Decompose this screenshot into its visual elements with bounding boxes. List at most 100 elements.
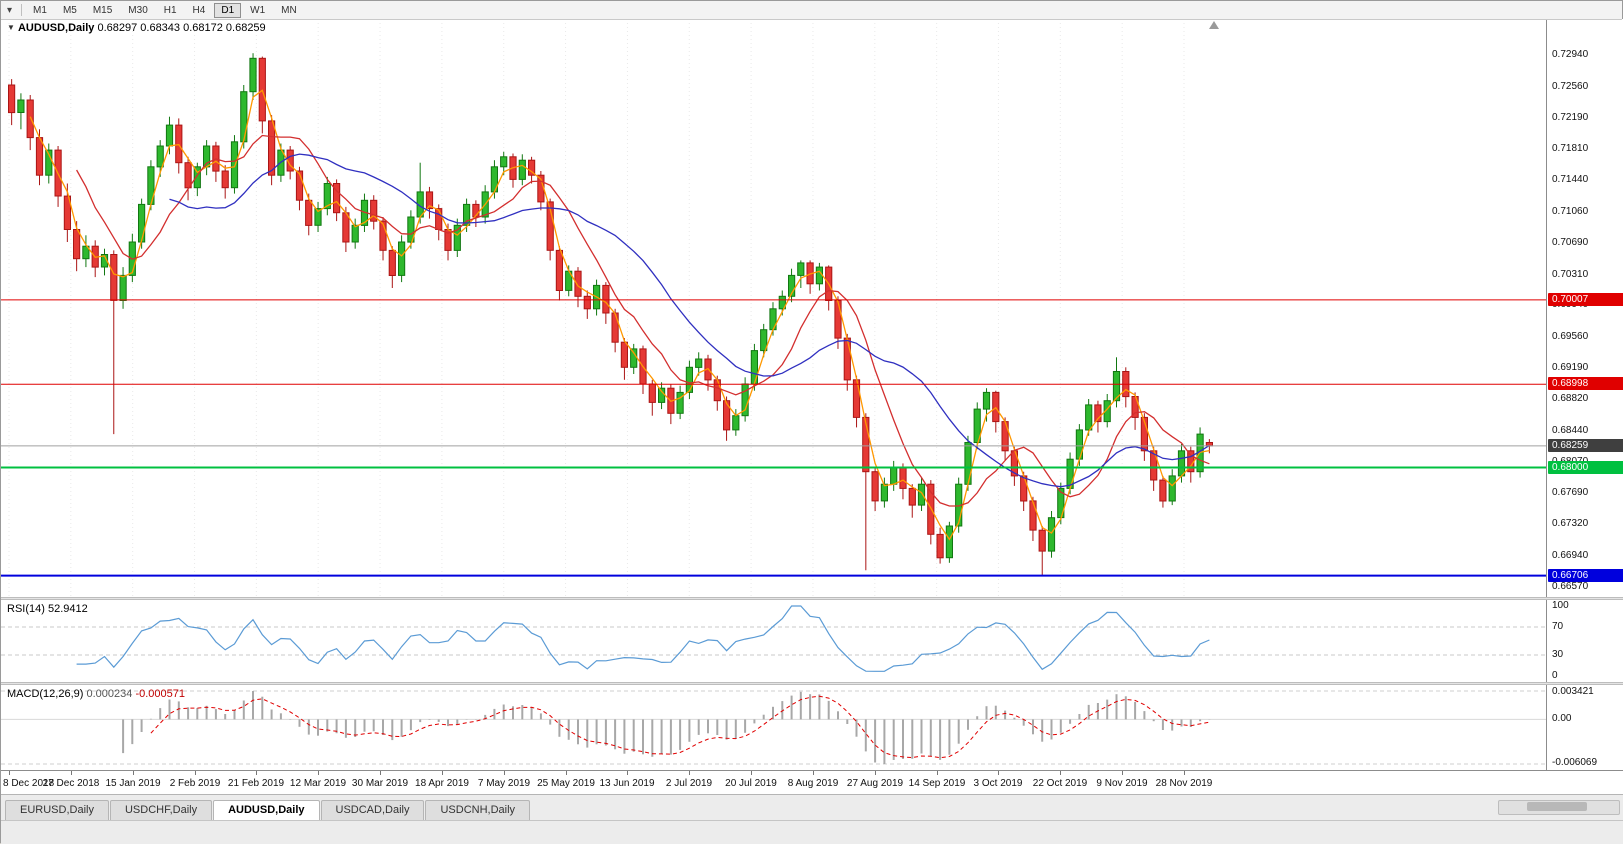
time-axis-label: 18 Apr 2019 bbox=[415, 778, 469, 789]
collapse-chart-icon[interactable]: ▼ bbox=[7, 23, 15, 32]
time-axis-label: 12 Mar 2019 bbox=[289, 778, 347, 789]
price-axis-label: 0.72190 bbox=[1552, 111, 1589, 123]
price-tag: 0.66706 bbox=[1548, 568, 1623, 582]
time-axis-label: 13 Jun 2019 bbox=[599, 778, 655, 789]
macd-chart[interactable] bbox=[1, 685, 1546, 770]
time-axis-label: 27 Aug 2019 bbox=[846, 778, 904, 789]
time-axis-label: 28 Nov 2019 bbox=[1155, 778, 1213, 789]
price-tag: 0.70007 bbox=[1548, 292, 1623, 306]
tab-usdcnh-daily[interactable]: USDCNH,Daily bbox=[425, 800, 531, 820]
time-axis-label: 22 Oct 2019 bbox=[1032, 778, 1088, 789]
rsi-axis[interactable]: 100 70 30 0 bbox=[1546, 600, 1623, 682]
price-axis[interactable]: 0.72940 0.72560 0.72190 0.71810 0.71440 0.710… bbox=[1546, 19, 1623, 597]
time-axis-label: 14 Sep 2019 bbox=[908, 778, 966, 789]
time-axis-tick bbox=[380, 771, 381, 775]
symbol-tab-bar: EURUSD,Daily USDCHF,Daily AUDUSD,Daily U… bbox=[1, 794, 1623, 820]
timeframe-button-m15[interactable]: M15 bbox=[92, 4, 113, 16]
price-axis-label: 0.66570 bbox=[1552, 580, 1589, 592]
time-axis-tick bbox=[318, 771, 319, 775]
timeframe-button-mn[interactable]: MN bbox=[281, 4, 297, 16]
timeframe-button-m5[interactable]: M5 bbox=[62, 4, 77, 16]
macd-axis-label: 0.00 bbox=[1552, 713, 1572, 725]
timeframe-button-h4[interactable]: H4 bbox=[192, 4, 206, 16]
price-axis-label: 0.67320 bbox=[1552, 518, 1589, 530]
price-tag: 0.68998 bbox=[1548, 377, 1623, 391]
time-axis-tick bbox=[627, 771, 628, 775]
timeframe-button-m30[interactable]: M30 bbox=[128, 4, 148, 16]
chevron-down-icon: ▾ bbox=[7, 4, 13, 16]
time-axis-label: 27 Dec 2018 bbox=[42, 778, 100, 789]
window-bottom-filler bbox=[1, 820, 1623, 844]
panel-splitter-rsi[interactable] bbox=[1, 597, 1623, 600]
time-axis-tick bbox=[504, 771, 505, 775]
price-axis-label: 0.71440 bbox=[1552, 174, 1589, 186]
time-axis-label: 20 Jul 2019 bbox=[725, 778, 777, 789]
time-axis-tick bbox=[133, 771, 134, 775]
chart-list-dropdown-button[interactable]: ▾ bbox=[1, 5, 18, 16]
horizontal-scrollbar[interactable] bbox=[1498, 800, 1620, 815]
tab-eurusd-daily[interactable]: EURUSD,Daily bbox=[5, 800, 109, 820]
rsi-value: 52.9412 bbox=[47, 603, 88, 615]
time-axis-label: 8 Aug 2019 bbox=[787, 778, 839, 789]
price-axis-label: 0.66940 bbox=[1552, 550, 1589, 562]
rsi-chart[interactable] bbox=[1, 600, 1546, 682]
macd-axis[interactable]: 0.003421 0.00 -0.006069 bbox=[1546, 685, 1623, 770]
time-axis[interactable]: 8 Dec 2018 27 Dec 2018 15 Jan 2019 2 Feb 20… bbox=[1, 770, 1623, 794]
macd-name: MACD(12,26,9) bbox=[7, 688, 84, 700]
ma-mid-line bbox=[76, 134, 1210, 507]
time-axis-label: 3 Oct 2019 bbox=[973, 778, 1023, 789]
rsi-axis-label: 30 bbox=[1552, 649, 1564, 660]
macd-indicator-label: MACD(12,26,9) 0.000234 -0.000571 bbox=[7, 688, 185, 700]
time-axis-tick bbox=[998, 771, 999, 775]
macd-histogram bbox=[122, 691, 1211, 764]
time-axis-tick bbox=[1184, 771, 1185, 775]
scrollbar-thumb[interactable] bbox=[1527, 802, 1587, 811]
time-axis-tick bbox=[875, 771, 876, 775]
price-axis-label: 0.68820 bbox=[1552, 393, 1589, 405]
price-tag: 0.68000 bbox=[1548, 460, 1623, 474]
price-axis-label: 0.67690 bbox=[1552, 487, 1589, 499]
time-axis-tick bbox=[566, 771, 567, 775]
rsi-panel: 100 70 30 0 RSI(14) 52.9412 bbox=[1, 600, 1623, 682]
price-axis-label: 0.71060 bbox=[1552, 205, 1589, 217]
time-axis-tick bbox=[813, 771, 814, 775]
price-axis-label: 0.71810 bbox=[1552, 143, 1589, 155]
tab-usdcad-daily[interactable]: USDCAD,Daily bbox=[320, 800, 425, 820]
price-axis-label: 0.70690 bbox=[1552, 236, 1589, 248]
time-axis-label: 7 May 2019 bbox=[477, 778, 531, 789]
macd-signal-line bbox=[150, 695, 1210, 759]
vertical-gridlines bbox=[8, 19, 1185, 597]
timeframe-toolbar: ▾ M1 M5 M15 M30 H1 H4 D1 W1 MN bbox=[1, 1, 1622, 20]
time-axis-tick bbox=[937, 771, 938, 775]
timeframe-button-m1[interactable]: M1 bbox=[33, 4, 47, 16]
macd-value-signal: -0.000571 bbox=[135, 688, 185, 700]
price-axis-label: 0.72560 bbox=[1552, 80, 1589, 92]
time-axis-tick bbox=[1122, 771, 1123, 775]
panel-splitter-macd[interactable] bbox=[1, 682, 1623, 685]
tab-audusd-daily[interactable]: AUDUSD,Daily bbox=[213, 800, 320, 820]
candlestick-chart[interactable] bbox=[1, 19, 1546, 597]
price-tag: 0.68259 bbox=[1548, 438, 1623, 452]
time-axis-tick bbox=[256, 771, 257, 775]
time-axis-tick bbox=[195, 771, 196, 775]
ma-fast-line bbox=[29, 89, 1210, 541]
macd-axis-label: -0.006069 bbox=[1552, 757, 1598, 768]
time-axis-tick bbox=[71, 771, 72, 775]
price-axis-label: 0.68440 bbox=[1552, 424, 1589, 436]
rsi-axis-label: 0 bbox=[1552, 670, 1558, 681]
time-axis-tick bbox=[751, 771, 752, 775]
horizontal-level-lines bbox=[1, 299, 1546, 577]
time-axis-tick bbox=[442, 771, 443, 775]
rsi-name: RSI(14) bbox=[7, 603, 45, 615]
time-axis-label: 15 Jan 2019 bbox=[105, 778, 161, 789]
rsi-axis-label: 100 bbox=[1552, 600, 1569, 611]
price-axis-label: 0.70310 bbox=[1552, 268, 1589, 280]
tab-usdchf-daily[interactable]: USDCHF,Daily bbox=[109, 800, 213, 820]
time-axis-label: 2 Feb 2019 bbox=[169, 778, 221, 789]
time-axis-tick bbox=[1060, 771, 1061, 775]
timeframe-button-h1[interactable]: H1 bbox=[163, 4, 177, 16]
macd-axis-label: 0.003421 bbox=[1552, 686, 1594, 697]
timeframe-button-d1[interactable]: D1 bbox=[214, 2, 242, 18]
timeframe-button-w1[interactable]: W1 bbox=[250, 4, 266, 16]
